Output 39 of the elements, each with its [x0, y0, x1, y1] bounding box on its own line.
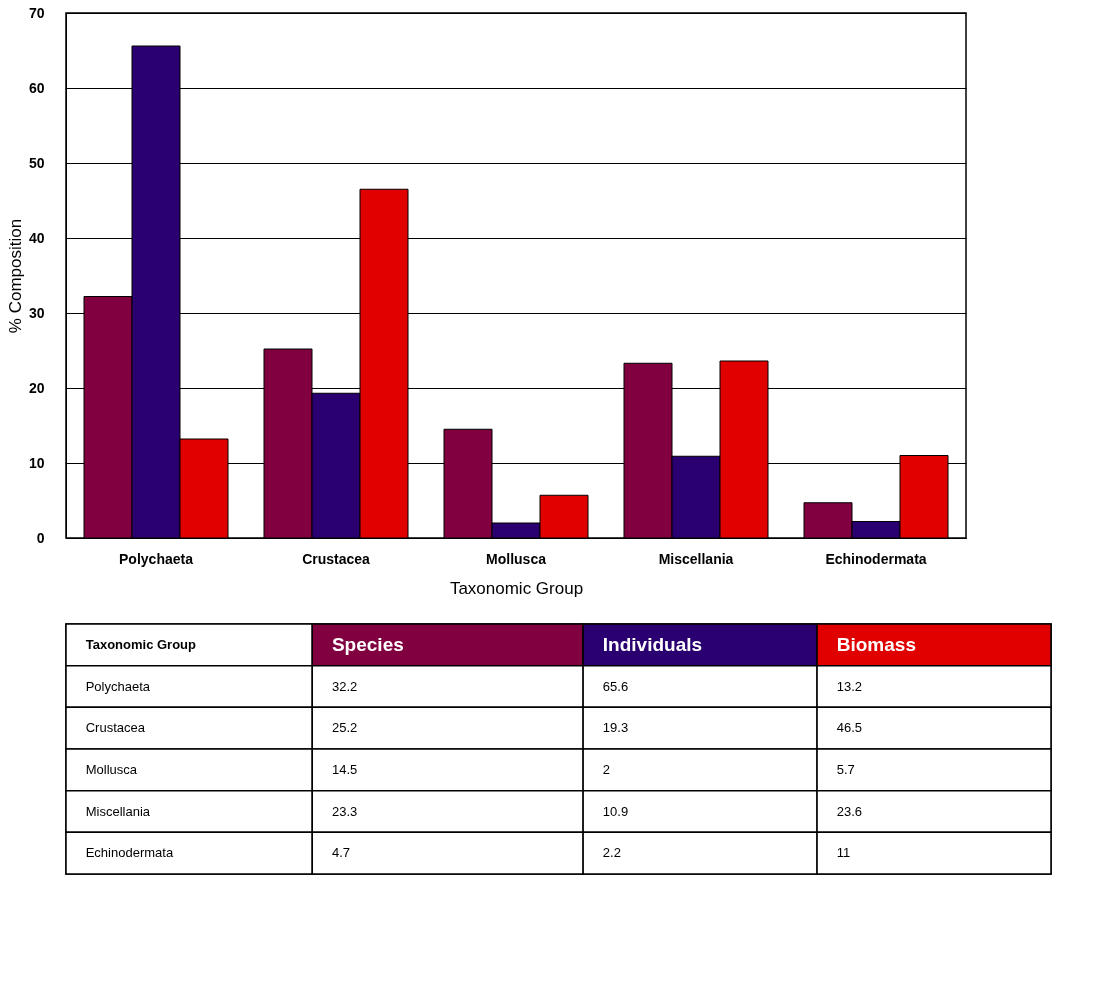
- category-label: Polychaeta: [85, 678, 151, 694]
- data-label: 10.9: [602, 803, 629, 819]
- y-tick-label: 20: [28, 379, 45, 396]
- x-tick-label: Crustacea: [302, 550, 371, 567]
- text: Taxonomic Group: [85, 636, 197, 652]
- data-label: 65.6: [602, 678, 629, 694]
- x-tick-label: Miscellania: [658, 550, 734, 567]
- category-label: Mollusca: [85, 761, 138, 777]
- data-label: 46.5: [836, 720, 863, 736]
- data-label: 13.2: [836, 678, 863, 694]
- y-tick-label: 60: [28, 79, 45, 96]
- x-tick-label: Mollusca: [486, 550, 547, 567]
- data-label: 2.2: [602, 845, 621, 861]
- text: Individuals: [602, 633, 703, 655]
- y-tick-label: 30: [28, 304, 45, 321]
- data-label: 11: [836, 845, 851, 861]
- category-label: Echinodermata: [85, 845, 174, 861]
- y-tick-label: 70: [28, 4, 45, 21]
- data-label: 2: [602, 761, 611, 777]
- data-label: 32.2: [331, 678, 358, 694]
- y-tick-label: 0: [36, 529, 45, 546]
- y-tick-label: 40: [28, 229, 45, 246]
- data-label: 23.6: [836, 803, 863, 819]
- y-tick-label: 10: [28, 454, 45, 471]
- data-label: 19.3: [602, 720, 629, 736]
- data-label: 4.7: [331, 845, 351, 861]
- data-label: 25.2: [331, 720, 358, 736]
- category-label: Miscellania: [85, 803, 151, 819]
- category-label: Crustacea: [85, 720, 146, 736]
- y-axis-title: % Composition: [5, 218, 25, 334]
- x-axis-title: Taxonomic Group: [449, 578, 584, 598]
- text: Species: [331, 633, 404, 655]
- x-tick-label: Polychaeta: [119, 550, 194, 567]
- data-label: 23.3: [331, 803, 358, 819]
- data-label: 14.5: [331, 761, 358, 777]
- data-label: 5.7: [836, 761, 855, 777]
- text: Biomass: [836, 633, 916, 655]
- y-tick-label: 50: [28, 154, 45, 171]
- x-tick-label: Echinodermata: [825, 550, 927, 567]
